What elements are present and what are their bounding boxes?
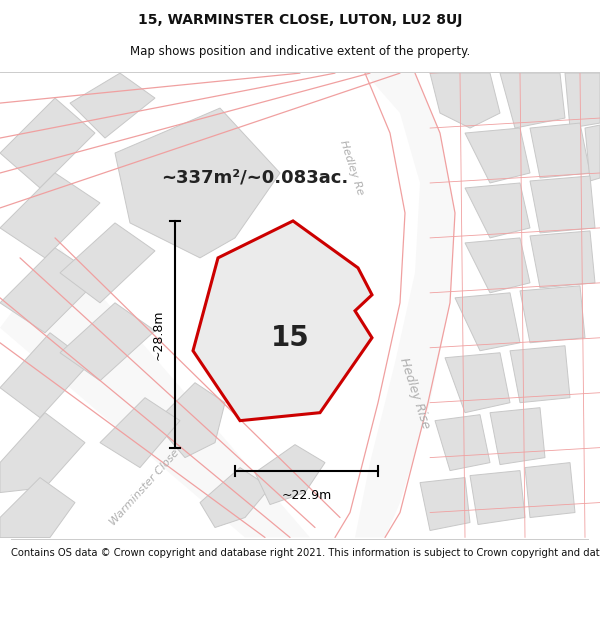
Text: Hedley Re: Hedley Re: [338, 139, 365, 197]
Polygon shape: [530, 231, 595, 288]
Polygon shape: [510, 346, 570, 403]
Polygon shape: [255, 444, 325, 504]
Polygon shape: [470, 471, 525, 524]
Text: ~337m²/~0.083ac.: ~337m²/~0.083ac.: [161, 169, 349, 187]
Polygon shape: [445, 352, 510, 412]
Polygon shape: [200, 468, 270, 528]
Polygon shape: [115, 108, 280, 258]
Polygon shape: [0, 248, 100, 332]
Text: 15: 15: [271, 324, 310, 352]
Polygon shape: [500, 73, 565, 128]
Polygon shape: [0, 173, 100, 258]
Polygon shape: [465, 128, 530, 183]
Polygon shape: [0, 332, 90, 418]
Polygon shape: [193, 221, 372, 421]
Polygon shape: [60, 223, 155, 303]
Polygon shape: [70, 73, 155, 138]
Polygon shape: [100, 398, 180, 468]
Polygon shape: [420, 478, 470, 531]
Polygon shape: [530, 176, 595, 233]
Polygon shape: [520, 286, 585, 342]
Text: Map shows position and indicative extent of the property.: Map shows position and indicative extent…: [130, 45, 470, 58]
Polygon shape: [490, 408, 545, 464]
Polygon shape: [525, 462, 575, 518]
Polygon shape: [355, 73, 455, 538]
Polygon shape: [465, 183, 530, 238]
Polygon shape: [155, 382, 225, 458]
Polygon shape: [430, 73, 500, 128]
Polygon shape: [0, 412, 85, 492]
Polygon shape: [530, 123, 590, 178]
Text: Contains OS data © Crown copyright and database right 2021. This information is : Contains OS data © Crown copyright and d…: [11, 548, 600, 558]
Polygon shape: [0, 98, 95, 188]
Polygon shape: [435, 414, 490, 471]
Polygon shape: [0, 478, 75, 538]
Polygon shape: [465, 238, 530, 293]
Text: ~22.9m: ~22.9m: [281, 489, 332, 502]
Text: Hedley Rise: Hedley Rise: [397, 356, 433, 430]
Polygon shape: [565, 73, 600, 128]
Polygon shape: [455, 293, 520, 351]
Polygon shape: [60, 303, 155, 381]
Text: Warminster Close: Warminster Close: [109, 448, 182, 528]
Text: ~28.8m: ~28.8m: [152, 309, 165, 359]
Polygon shape: [0, 248, 310, 538]
Polygon shape: [585, 125, 600, 181]
Text: 15, WARMINSTER CLOSE, LUTON, LU2 8UJ: 15, WARMINSTER CLOSE, LUTON, LU2 8UJ: [138, 14, 462, 28]
